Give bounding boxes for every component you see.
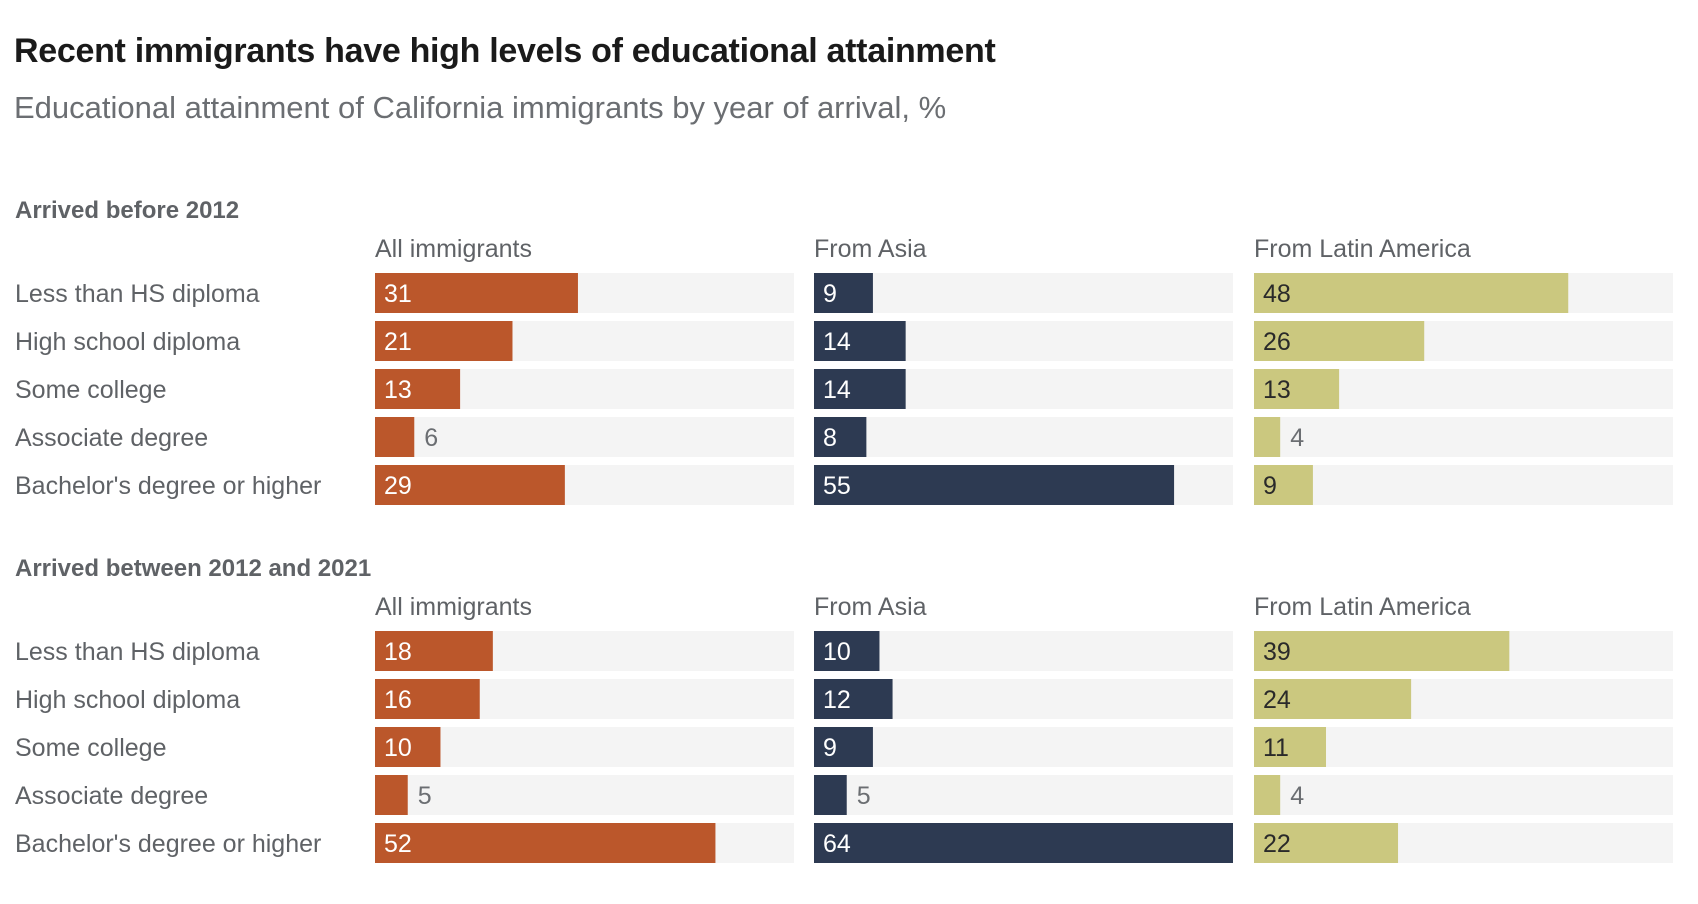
data-label: 9 [1263, 472, 1277, 500]
row-label: Bachelor's degree or higher [15, 830, 321, 858]
data-label: 26 [1263, 328, 1291, 356]
data-label: 24 [1263, 686, 1291, 714]
bar [1254, 775, 1281, 815]
bar [814, 775, 847, 815]
bar [375, 369, 461, 409]
chart-title: Recent immigrants have high levels of ed… [14, 32, 996, 70]
column-header: From Latin America [1254, 593, 1471, 621]
data-label: 48 [1263, 280, 1291, 308]
bar-track [1254, 417, 1673, 457]
row-label: Bachelor's degree or higher [15, 472, 321, 500]
bar [375, 775, 408, 815]
data-label: 10 [823, 638, 851, 666]
data-label: 9 [823, 280, 837, 308]
bar [375, 273, 578, 313]
column-header: All immigrants [375, 235, 532, 263]
column-header: From Latin America [1254, 235, 1471, 263]
data-label: 14 [823, 376, 851, 404]
data-label: 13 [384, 376, 412, 404]
row-label: Less than HS diploma [15, 638, 260, 666]
data-label: 9 [823, 734, 837, 762]
data-label: 5 [857, 782, 871, 810]
bar [1254, 823, 1399, 863]
data-label: 8 [823, 424, 837, 452]
bar [1254, 631, 1510, 671]
row-label: Associate degree [15, 424, 208, 452]
bar [1254, 273, 1569, 313]
bar-track [375, 775, 794, 815]
bar [814, 465, 1175, 505]
data-label: 16 [384, 686, 412, 714]
bar-track [814, 417, 1233, 457]
row-label: Less than HS diploma [15, 280, 260, 308]
chart-subtitle: Educational attainment of California imm… [14, 90, 947, 125]
bar-track [1254, 465, 1673, 505]
data-label: 4 [1290, 424, 1304, 452]
bar-track [375, 417, 794, 457]
data-label: 5 [418, 782, 432, 810]
bar-track [814, 631, 1233, 671]
data-label: 29 [384, 472, 412, 500]
row-label: High school diploma [15, 328, 240, 356]
bar [1254, 727, 1327, 767]
data-label: 22 [1263, 830, 1291, 858]
data-label: 6 [424, 424, 438, 452]
bar [814, 679, 893, 719]
bar-track [375, 727, 794, 767]
column-header: From Asia [814, 235, 927, 263]
bar-track [814, 775, 1233, 815]
data-label: 4 [1290, 782, 1304, 810]
bar-track [1254, 775, 1673, 815]
data-label: 52 [384, 830, 412, 858]
bar [1254, 679, 1412, 719]
bar [375, 321, 513, 361]
data-label: 18 [384, 638, 412, 666]
data-label: 55 [823, 472, 851, 500]
bar [375, 417, 415, 457]
data-label: 11 [1263, 734, 1289, 762]
bar [375, 823, 716, 863]
panel-title: Arrived before 2012 [15, 197, 239, 224]
bar [375, 679, 480, 719]
bar [814, 369, 906, 409]
bar [814, 823, 1233, 863]
data-label: 12 [823, 686, 851, 714]
bar-track [814, 727, 1233, 767]
data-label: 64 [823, 830, 851, 858]
row-label: Some college [15, 376, 166, 404]
bar [1254, 321, 1425, 361]
bar [814, 321, 906, 361]
data-label: 14 [823, 328, 851, 356]
bar [375, 465, 565, 505]
bar [814, 631, 880, 671]
row-label: Some college [15, 734, 166, 762]
bar [375, 631, 493, 671]
column-header: All immigrants [375, 593, 532, 621]
row-label: Associate degree [15, 782, 208, 810]
bar [1254, 465, 1313, 505]
data-label: 21 [384, 328, 412, 356]
bar [1254, 417, 1281, 457]
panel-title: Arrived between 2012 and 2021 [15, 555, 371, 582]
data-label: 39 [1263, 638, 1291, 666]
data-label: 13 [1263, 376, 1291, 404]
bar-track [814, 273, 1233, 313]
bar [814, 727, 873, 767]
data-label: 31 [384, 280, 412, 308]
column-header: From Asia [814, 593, 927, 621]
bar [1254, 369, 1340, 409]
bar [814, 417, 867, 457]
bar [375, 727, 441, 767]
bar [814, 273, 873, 313]
row-label: High school diploma [15, 686, 240, 714]
data-label: 10 [384, 734, 412, 762]
